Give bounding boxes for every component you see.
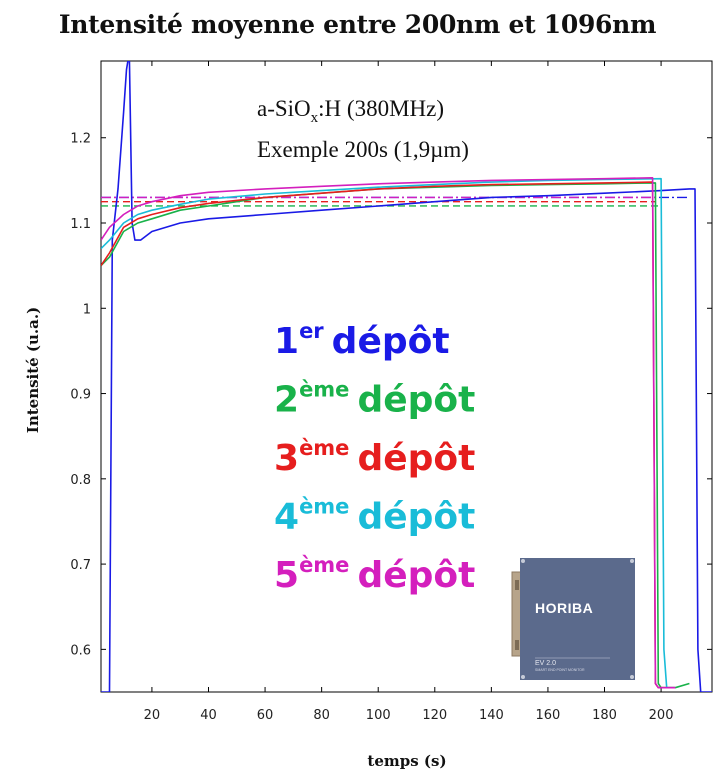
annotation: a-SiOx:H (380MHz) Exemple 200s (1,9µm) [257,96,469,162]
tick-marks [101,61,712,692]
legend-entry-3: 3ème dépôt [274,436,475,479]
y-tick-label: 0.6 [70,643,91,658]
legend: 1er dépôt 2ème dépôt 3ème dépôt 4ème dépôt 5ème d… [274,319,475,596]
y-tick-label: 0.7 [70,558,91,573]
x-axis-label: temps (s) [367,752,446,770]
annotation-line-1: a-SiOx:H (380MHz) [257,96,444,126]
chart-title: Intensité moyenne entre 200nm et 1096nm [58,10,657,39]
y-tick-label: 1.1 [70,217,91,232]
legend-entry-5: 5ème dépôt [274,553,475,596]
x-tick-label: 200 [649,708,674,723]
legend-entry-2: 2ème dépôt [274,378,475,421]
series-lines [101,61,712,692]
x-tick-label: 120 [422,708,447,723]
horiba-device-image: HORIBA EV 2.0 SMART END POINT MONITOR [511,558,635,680]
legend-entry-1: 1er dépôt [274,319,450,362]
x-tick-label: 180 [592,708,617,723]
x-tick-label: 100 [366,708,391,723]
y-tick-label: 1.2 [70,132,91,147]
x-tick-label: 140 [479,708,504,723]
x-tick-labels: 20 40 60 80 100 120 140 160 180 200 [144,708,674,723]
series-line-5 [101,177,676,689]
y-tick-label: 1 [83,302,91,317]
series-line-4 [101,177,676,689]
legend-entry-4: 4ème dépôt [274,495,475,538]
y-tick-label: 0.9 [70,388,91,403]
y-tick-labels: 0.6 0.7 0.8 0.9 1 1.1 1.2 [70,132,91,659]
x-tick-label: 40 [200,708,217,723]
x-tick-label: 20 [144,708,161,723]
x-tick-label: 80 [313,708,330,723]
device-brand-text: HORIBA [535,600,593,616]
y-tick-label: 0.8 [70,473,91,488]
series-line-1 [101,61,712,692]
device-subtitle-text: SMART END POINT MONITOR [535,668,585,672]
x-tick-label: 160 [536,708,561,723]
y-axis-label: Intensité (u.a.) [24,307,42,433]
annotation-line-2: Exemple 200s (1,9µm) [257,137,469,162]
x-tick-label: 60 [257,708,274,723]
device-model-text: EV 2.0 [535,660,556,667]
